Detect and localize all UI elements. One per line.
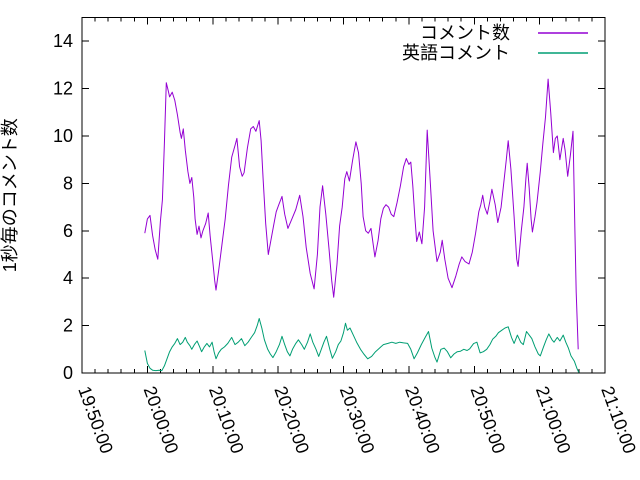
y-tick-label: 4 (63, 268, 73, 288)
y-tick-label: 6 (63, 221, 73, 241)
y-tick-label: 8 (63, 173, 73, 193)
y-tick-label: 14 (53, 31, 73, 51)
x-tick-label: 19:50:00 (74, 384, 117, 457)
x-tick-label: 21:00:00 (532, 384, 575, 457)
x-tick-label: 20:10:00 (205, 384, 248, 457)
y-axis-title: 1秒毎のコメント数 (0, 118, 20, 272)
y-tick-label: 12 (53, 79, 73, 99)
x-tick-label: 20:30:00 (336, 384, 379, 457)
y-tick-label: 0 (63, 363, 73, 383)
x-tick-label: 20:40:00 (401, 384, 444, 457)
y-tick-label: 10 (53, 126, 73, 146)
series-line-1 (144, 318, 580, 373)
legend-label-1: 英語コメント (402, 43, 510, 63)
x-tick-label: 20:00:00 (140, 384, 183, 457)
x-tick-label: 20:50:00 (466, 384, 509, 457)
legend-label-0: コメント数 (420, 23, 510, 43)
series-line-0 (144, 78, 579, 350)
x-tick-label: 21:10:00 (597, 384, 640, 457)
x-tick-label: 20:20:00 (270, 384, 313, 457)
y-tick-label: 2 (63, 316, 73, 336)
